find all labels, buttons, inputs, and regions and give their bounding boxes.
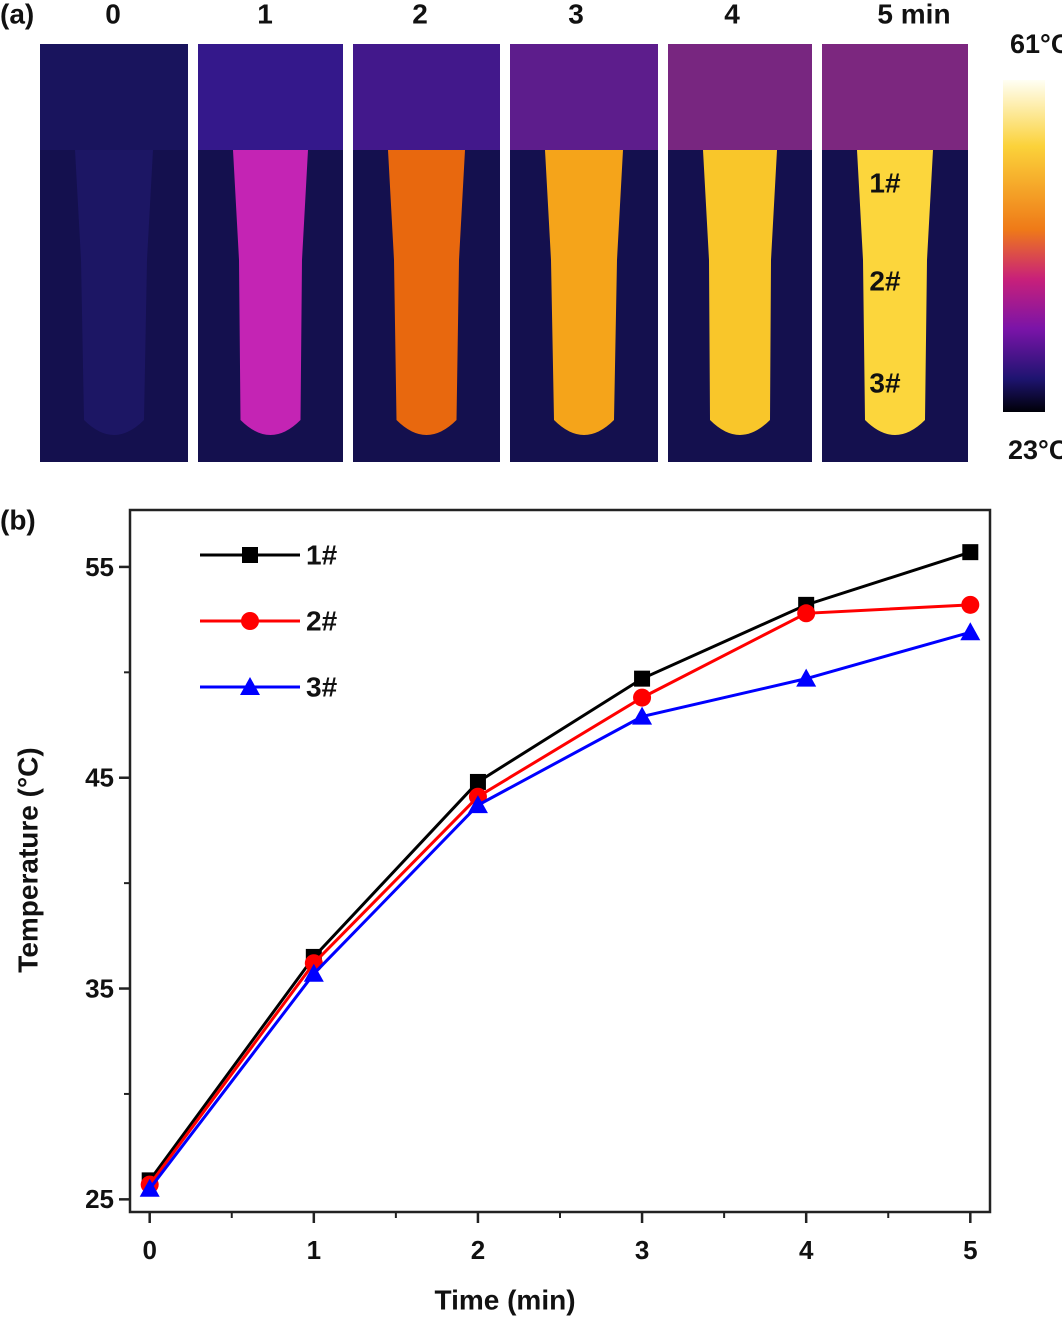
tube-cap — [198, 44, 343, 150]
marker — [796, 668, 817, 687]
tube-label: 2# — [869, 265, 901, 296]
color-scale — [1003, 80, 1045, 412]
series-line — [148, 603, 971, 1186]
x-tick-label: 1 — [307, 1235, 321, 1265]
series-line — [148, 550, 971, 1182]
thermal-panel: (a) 61°C 23°C 0 1 2 3 4 5 min 1# 2# 3# — [0, 0, 1062, 465]
tube-cap — [822, 44, 968, 150]
time-label: 5 min — [877, 0, 950, 29]
thermal-image — [353, 44, 500, 462]
panel-label: (b) — [0, 504, 36, 535]
legend-marker — [240, 677, 260, 695]
tube-label: 3# — [869, 367, 901, 398]
marker — [634, 670, 651, 687]
tube-body — [233, 150, 308, 435]
y-tick-label: 25 — [85, 1184, 114, 1214]
legend-marker — [242, 547, 258, 563]
chart: (b) Time (min) Temperature (°C) 25354555… — [0, 504, 992, 1315]
time-label: 3 — [568, 0, 584, 29]
y-tick-label: 45 — [85, 763, 114, 793]
legend-label: 1# — [306, 539, 338, 570]
x-tick-label: 0 — [142, 1235, 156, 1265]
tube-label: 1# — [869, 167, 901, 198]
panel-label: (a) — [0, 0, 34, 29]
marker — [797, 604, 816, 623]
y-axis-label: Temperature (°C) — [12, 747, 43, 972]
time-label: 0 — [105, 0, 121, 29]
tube-body — [545, 150, 623, 435]
x-tick-label: 3 — [635, 1235, 649, 1265]
y-tick-label: 55 — [85, 552, 114, 582]
x-axis-label: Time (min) — [434, 1284, 575, 1315]
thermal-image — [510, 44, 658, 462]
x-tick-label: 4 — [799, 1235, 814, 1265]
marker — [469, 773, 486, 790]
tube-body — [857, 150, 933, 435]
tube-cap — [40, 44, 188, 150]
thermal-image — [40, 44, 188, 462]
x-tick-label: 2 — [471, 1235, 485, 1265]
x-tick-label: 5 — [963, 1235, 977, 1265]
tube-body — [703, 150, 777, 435]
tube-cap — [668, 44, 812, 150]
legend-label: 3# — [306, 671, 338, 702]
legend-marker — [241, 612, 259, 630]
marker — [632, 706, 653, 725]
scale-max: 61°C — [1010, 29, 1062, 59]
y-tick-label: 35 — [85, 973, 114, 1003]
tube-cap — [510, 44, 658, 150]
time-label: 4 — [724, 0, 740, 29]
marker — [467, 795, 488, 814]
marker — [139, 1178, 160, 1197]
marker — [960, 622, 981, 641]
marker — [633, 688, 652, 707]
legend-label: 2# — [306, 605, 338, 636]
tube-body — [388, 150, 465, 435]
thermal-image — [822, 44, 968, 462]
marker — [303, 963, 324, 982]
time-label: 1 — [257, 0, 273, 29]
tube-cap — [353, 44, 500, 150]
thermal-image — [198, 44, 343, 462]
tube-body — [75, 150, 153, 435]
plot-frame — [128, 508, 992, 1214]
thermal-image — [668, 44, 812, 462]
series-line — [148, 630, 971, 1190]
time-label: 2 — [412, 0, 428, 29]
scale-min: 23°C — [1008, 435, 1062, 465]
marker — [961, 595, 980, 614]
marker — [962, 544, 979, 561]
